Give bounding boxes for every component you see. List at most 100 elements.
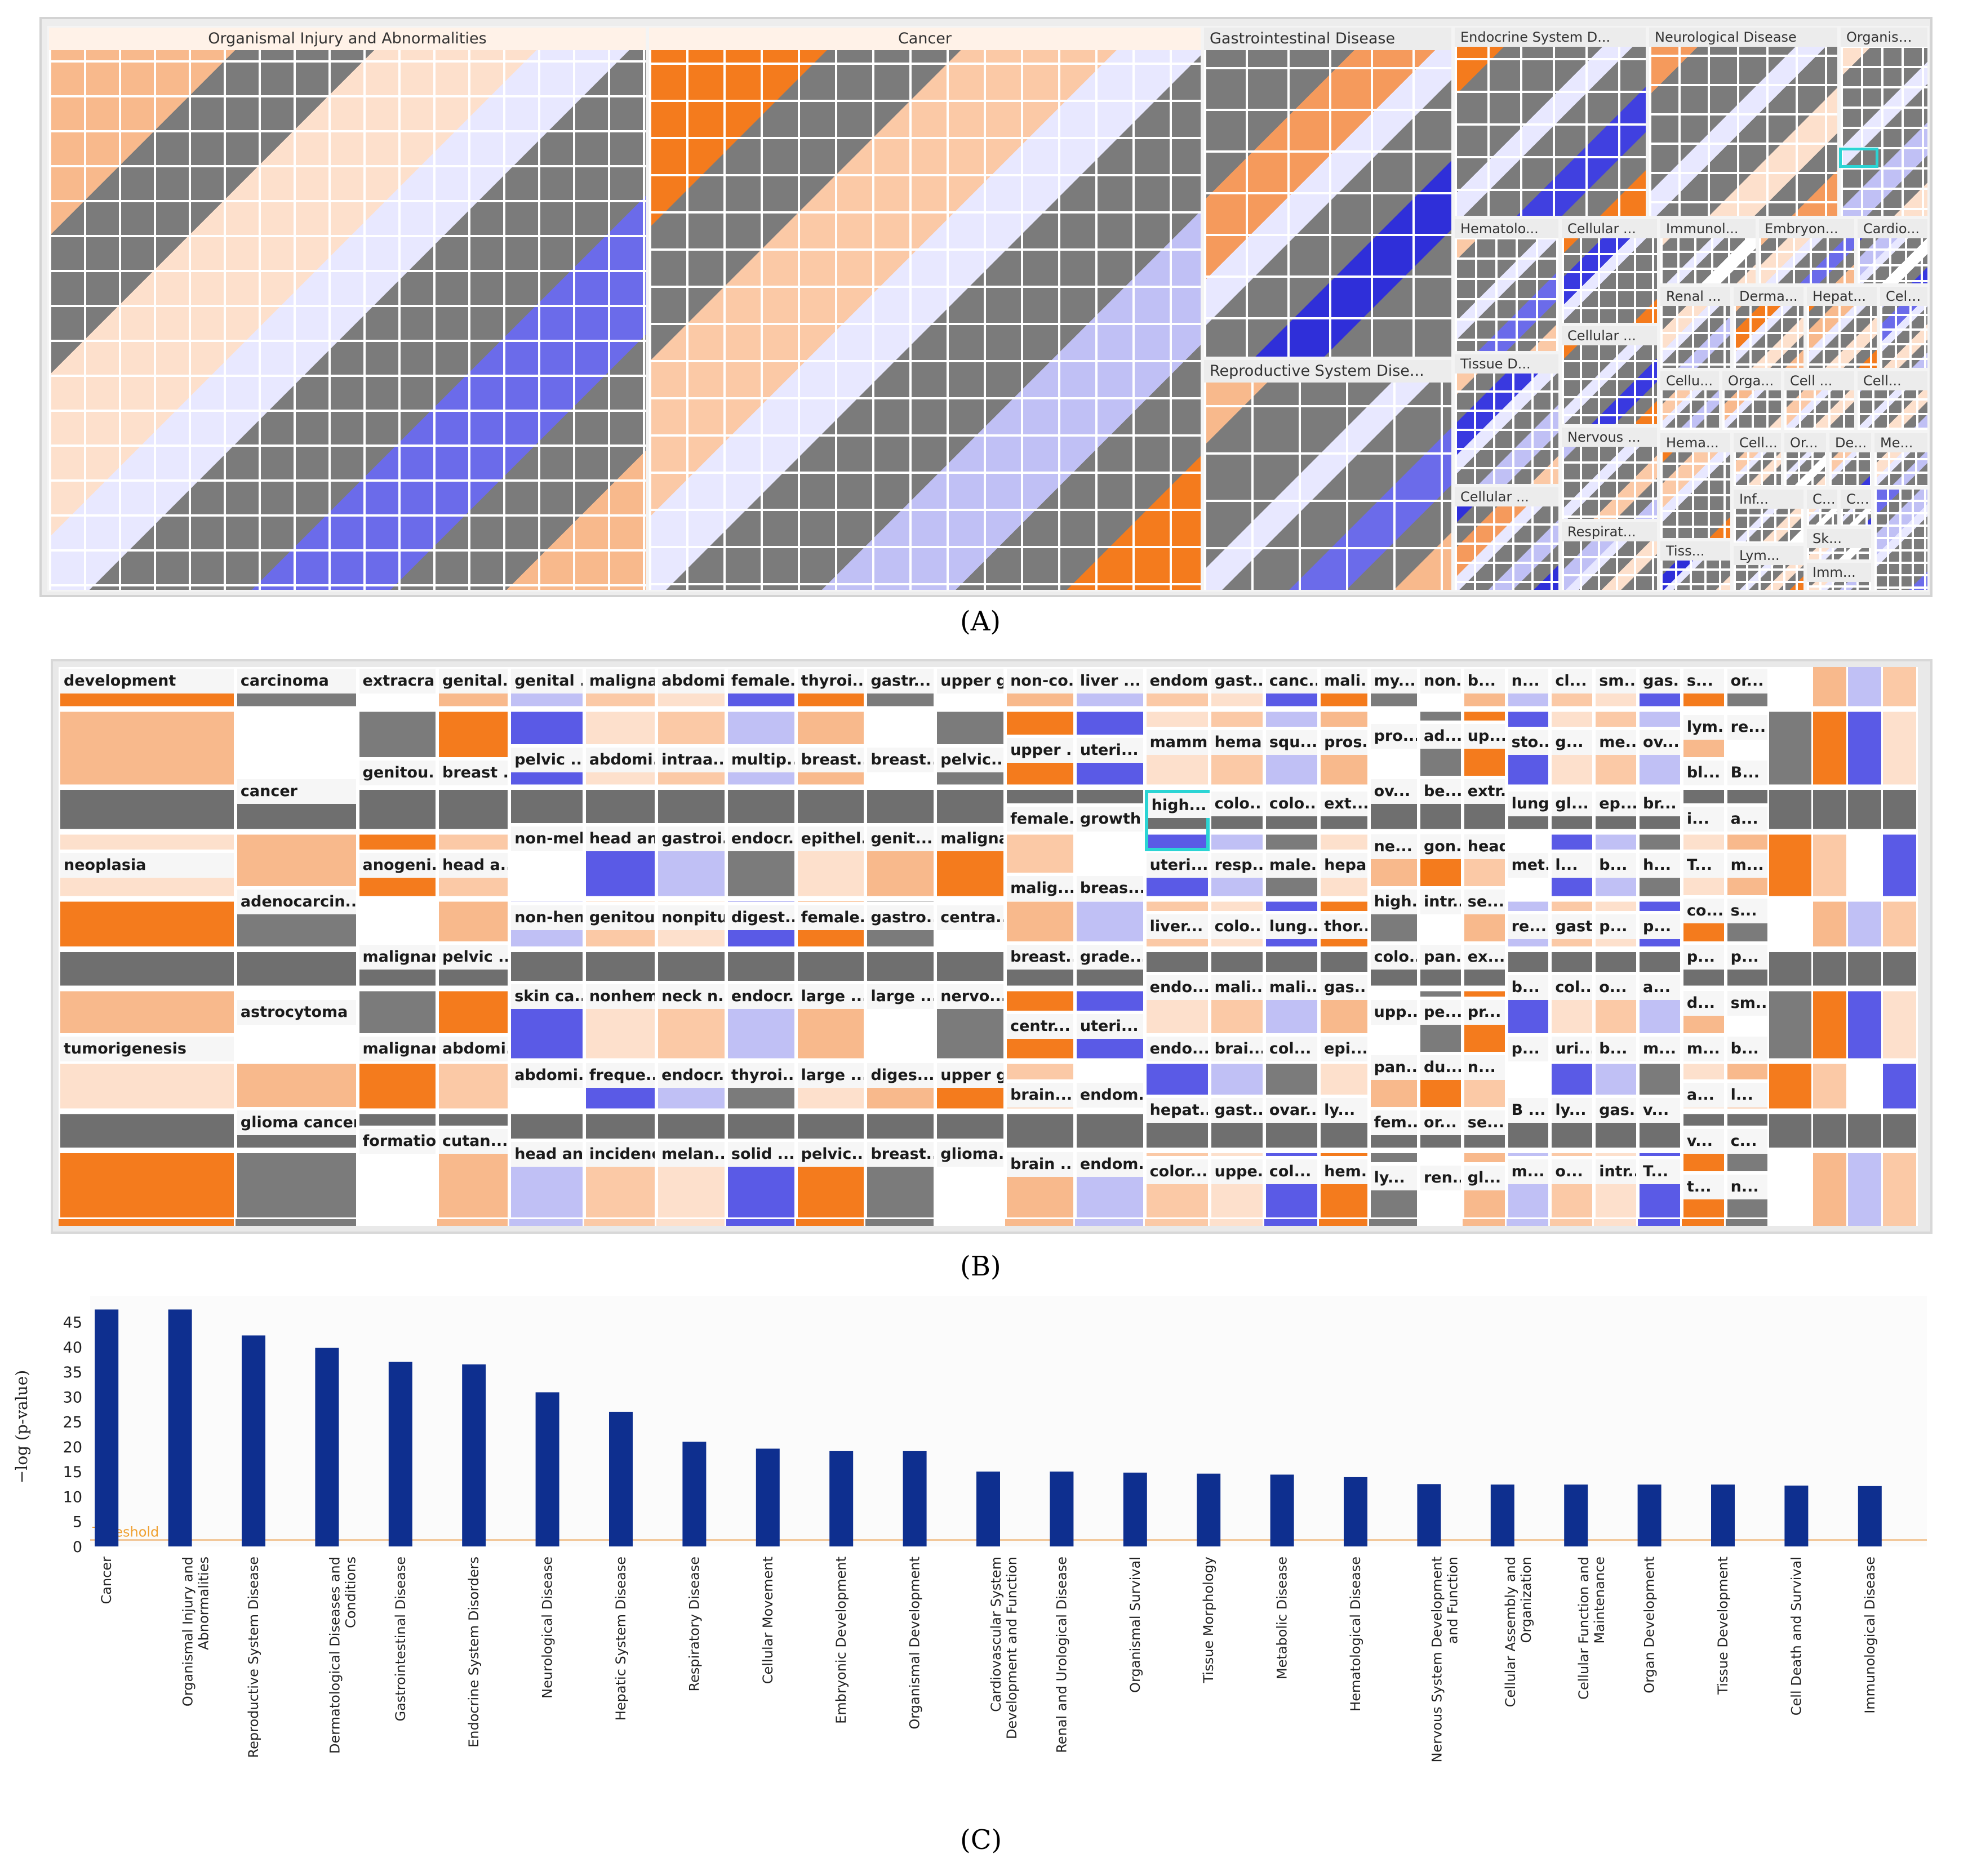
treemap-b-tile[interactable]: a... bbox=[1725, 805, 1770, 851]
treemap-b-tile[interactable]: p... bbox=[1506, 1035, 1551, 1097]
treemap-category-cell-1[interactable]: Cell ... bbox=[1878, 285, 1929, 370]
treemap-category-cellular-2[interactable]: Cellular ... bbox=[1560, 324, 1659, 426]
treemap-b-tile[interactable]: g... bbox=[1550, 728, 1594, 790]
treemap-b-tile[interactable]: c... bbox=[1725, 1127, 1770, 1173]
treemap-b-tile[interactable]: ad... bbox=[1418, 722, 1463, 777]
treemap-category-nervous[interactable]: Nervous ... bbox=[1560, 426, 1659, 521]
treemap-b-tile[interactable]: cl... bbox=[1550, 667, 1594, 728]
treemap-category-organismal-injury[interactable]: Organismal Injury and Abnormalities bbox=[47, 26, 647, 592]
treemap-b-tile[interactable]: mamm... bbox=[1144, 728, 1210, 790]
treemap-b-tile[interactable]: large ... bbox=[796, 983, 866, 1061]
treemap-category-endocrine[interactable]: Endocrine System D... bbox=[1453, 26, 1647, 217]
treemap-category-lym[interactable]: Lym... bbox=[1732, 544, 1805, 592]
treemap-b-tile[interactable]: gast... bbox=[1209, 1096, 1264, 1158]
treemap-b-tile[interactable]: head a... bbox=[437, 851, 510, 943]
treemap-b-tile[interactable]: ov... bbox=[1369, 777, 1419, 833]
treemap-b-tile[interactable]: d... bbox=[1681, 989, 1726, 1035]
treemap-category-respiratory[interactable]: Respirat... bbox=[1560, 521, 1659, 592]
treemap-b-tile[interactable]: color... bbox=[1144, 1158, 1210, 1219]
treemap-b-tile[interactable]: large ... bbox=[865, 983, 936, 1061]
treemap-b-tile[interactable]: ly... bbox=[1319, 1096, 1369, 1158]
treemap-b-tile[interactable]: s... bbox=[1681, 667, 1726, 713]
treemap-b-tile[interactable]: up... bbox=[1462, 722, 1507, 777]
treemap-b-tile[interactable]: brain... bbox=[1005, 1081, 1075, 1150]
treemap-b-tile[interactable]: gastroi... bbox=[656, 825, 726, 904]
treemap-category-hema[interactable]: Hema... bbox=[1659, 432, 1732, 540]
treemap-b-tile[interactable]: abdomi... bbox=[509, 1061, 584, 1140]
treemap-b-tile[interactable]: pe... bbox=[1418, 998, 1463, 1053]
treemap-b-tile[interactable]: T... bbox=[1638, 1158, 1682, 1219]
treemap-b-tile[interactable]: carcinoma bbox=[235, 667, 358, 777]
treemap-b-tile[interactable]: glioma cancer bbox=[235, 1109, 358, 1219]
treemap-b-tile[interactable]: endocr... bbox=[726, 983, 796, 1061]
treemap-category-neurological[interactable]: Neurological Disease bbox=[1647, 26, 1839, 217]
treemap-category-sk[interactable]: Sk... bbox=[1805, 527, 1873, 561]
treemap-b-tile[interactable]: B... bbox=[1725, 759, 1770, 805]
treemap-b-tile[interactable]: b... bbox=[1594, 1035, 1638, 1097]
treemap-b-tile[interactable]: epithel... bbox=[796, 825, 866, 904]
treemap-b-tile[interactable]: colo... bbox=[1264, 789, 1320, 851]
treemap-b-tile[interactable]: neoplasia bbox=[59, 851, 236, 1035]
treemap-b-tile[interactable]: canc... bbox=[1264, 667, 1320, 728]
treemap-category-cellular-1[interactable]: Cellular ... bbox=[1560, 217, 1659, 324]
treemap-b-tile[interactable]: gl... bbox=[1550, 789, 1594, 851]
treemap-category-cell-3[interactable]: Cell... bbox=[1856, 370, 1929, 432]
treemap-category-dermatological[interactable]: Derma... bbox=[1732, 285, 1805, 370]
treemap-b-tile[interactable]: re... bbox=[1725, 713, 1770, 759]
treemap-b-tile[interactable]: o... bbox=[1550, 1158, 1594, 1219]
treemap-b-tile[interactable]: upper ... bbox=[1005, 736, 1075, 805]
treemap-b-tile[interactable]: col... bbox=[1550, 973, 1594, 1035]
treemap-b-tile[interactable]: endo... bbox=[1144, 973, 1210, 1035]
treemap-b-tile[interactable]: breast... bbox=[1005, 943, 1075, 1012]
treemap-b-tile[interactable]: sm... bbox=[1725, 989, 1770, 1035]
treemap-b-tile[interactable]: intr... bbox=[1594, 1158, 1638, 1219]
treemap-b-tile[interactable]: squ... bbox=[1264, 728, 1320, 790]
treemap-b-tile[interactable]: endom... bbox=[1144, 667, 1210, 728]
treemap-b-tile[interactable]: female... bbox=[1005, 805, 1075, 874]
treemap-b-tile[interactable]: gas... bbox=[1319, 973, 1369, 1035]
treemap-b-tile[interactable]: pro... bbox=[1369, 722, 1419, 777]
treemap-b-tile[interactable]: endom... bbox=[1074, 1150, 1145, 1219]
treemap-b-tile[interactable]: ex... bbox=[1462, 943, 1507, 998]
treemap-b-tile[interactable]: high... bbox=[1369, 888, 1419, 943]
treemap-b-tile[interactable]: l... bbox=[1725, 1081, 1770, 1127]
treemap-b-selected-tile[interactable]: high... bbox=[1144, 789, 1210, 851]
treemap-b-tile[interactable]: upp... bbox=[1369, 998, 1419, 1053]
treemap-b-tile[interactable]: head an... bbox=[509, 1140, 584, 1219]
treemap-b-tile[interactable]: ly... bbox=[1550, 1096, 1594, 1158]
treemap-category-immunological[interactable]: Immunol... bbox=[1659, 217, 1757, 285]
treemap-b-tile[interactable]: adenocarcin... bbox=[235, 888, 358, 998]
treemap-b-tile[interactable]: intraa... bbox=[656, 746, 726, 825]
treemap-b-tile[interactable]: non-mel... bbox=[509, 825, 584, 904]
treemap-b-tile[interactable]: v... bbox=[1681, 1127, 1726, 1173]
treemap-b-tile[interactable]: mali... bbox=[1209, 973, 1264, 1035]
treemap-b-tile[interactable]: pelvic... bbox=[935, 746, 1006, 825]
treemap-b-tile[interactable]: abdomi... bbox=[584, 746, 657, 825]
treemap-b-tile[interactable]: liver... bbox=[1144, 912, 1210, 974]
treemap-b-tile[interactable]: b... bbox=[1594, 851, 1638, 913]
treemap-b-tile[interactable]: p... bbox=[1594, 912, 1638, 974]
treemap-b-tile[interactable]: female... bbox=[796, 904, 866, 983]
treemap-b-tile[interactable]: p... bbox=[1725, 943, 1770, 989]
treemap-b-tile[interactable]: development bbox=[59, 667, 236, 851]
treemap-b-tile[interactable]: neck n... bbox=[656, 983, 726, 1061]
treemap-b-tile[interactable]: abdomi... bbox=[656, 667, 726, 746]
treemap-b-tile[interactable]: malignan... bbox=[357, 1035, 437, 1127]
treemap-b-tile[interactable]: male... bbox=[1264, 851, 1320, 913]
treemap-b-tile[interactable]: n... bbox=[1506, 667, 1551, 728]
treemap-category-c[interactable]: C... bbox=[1839, 488, 1873, 527]
treemap-b-tile[interactable]: se... bbox=[1462, 1109, 1507, 1164]
treemap-b-tile[interactable]: endocr... bbox=[726, 825, 796, 904]
treemap-b-tile[interactable]: i... bbox=[1681, 805, 1726, 851]
treemap-b-tile[interactable]: ren... bbox=[1418, 1164, 1463, 1219]
treemap-b-tile[interactable]: ep... bbox=[1594, 789, 1638, 851]
treemap-b-tile[interactable]: malig... bbox=[1005, 874, 1075, 943]
treemap-b-tile[interactable]: v... bbox=[1638, 1096, 1682, 1158]
treemap-category-gastrointestinal[interactable]: Gastrointestinal Disease bbox=[1202, 26, 1453, 358]
treemap-b-tile[interactable]: extracra... bbox=[357, 667, 437, 759]
treemap-b-tile[interactable]: gast... bbox=[1550, 912, 1594, 974]
treemap-b-tile[interactable]: a... bbox=[1681, 1081, 1726, 1127]
treemap-category-me[interactable]: Me... bbox=[1873, 432, 1929, 488]
treemap-b-tile[interactable]: non-co... bbox=[1005, 667, 1075, 736]
treemap-category-inf[interactable]: Inf... bbox=[1732, 488, 1805, 544]
